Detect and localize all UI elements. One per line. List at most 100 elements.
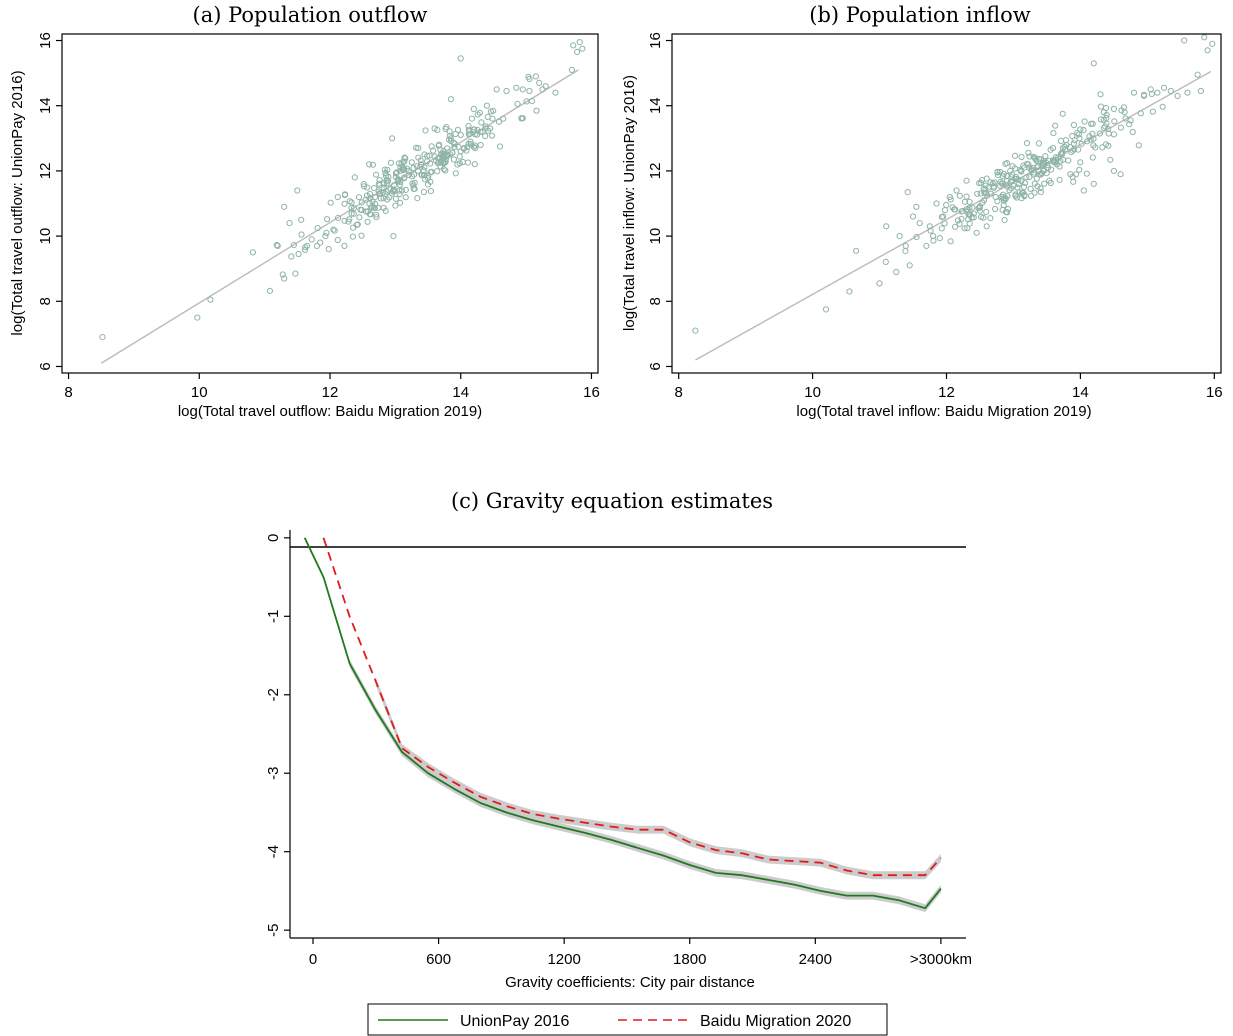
panel-b-frame [671, 33, 1222, 374]
scatter-point [358, 206, 365, 214]
scatter-point [327, 199, 334, 206]
scatter-point [930, 233, 937, 240]
scatter-point [397, 164, 404, 171]
y-tick-label: 6 [37, 362, 54, 370]
scatter-point [943, 201, 950, 209]
scatter-point [362, 208, 369, 215]
scatter-point [1069, 132, 1076, 140]
x-tick-label: 8 [675, 384, 683, 401]
scatter-point [1002, 195, 1009, 202]
y-tick-label: -1 [265, 610, 282, 623]
scatter-point [1015, 180, 1022, 188]
panel-c-x-axis-label: Gravity coefficients: City pair distance [505, 974, 755, 991]
scatter-point [1070, 178, 1077, 185]
scatter-point [1070, 121, 1078, 129]
scatter-point [279, 271, 286, 278]
scatter-point [1011, 152, 1019, 159]
scatter-point [1100, 124, 1107, 132]
scatter-point [1042, 153, 1049, 160]
scatter-point [692, 327, 699, 334]
scatter-point [1003, 208, 1010, 216]
scatter-point [1061, 143, 1068, 150]
scatter-point [420, 188, 428, 196]
scatter-point [954, 217, 962, 224]
y-tick-label: 8 [37, 297, 54, 305]
scatter-point [1084, 138, 1091, 145]
panel-a-frame [61, 33, 599, 374]
scatter-point [489, 115, 496, 122]
scatter-point [1135, 142, 1142, 149]
scatter-point [930, 237, 937, 244]
scatter-point [999, 193, 1006, 200]
scatter-point [427, 169, 434, 176]
scatter-point [396, 190, 403, 198]
scatter-point [1130, 89, 1138, 96]
scatter-point [961, 225, 968, 232]
scatter-point [1018, 153, 1025, 161]
scatter-point [1025, 161, 1032, 168]
scatter-point [1076, 166, 1083, 173]
scatter-point [348, 204, 355, 211]
scatter-point [440, 166, 447, 173]
scatter-point [987, 190, 994, 197]
scatter-point [513, 84, 520, 91]
scatter-point [1023, 140, 1031, 147]
panel-a: (a) Population outflow 8 10 12 14 16 6 8 10 12 1… [9, 3, 600, 420]
x-tick-label: 1800 [673, 951, 706, 968]
panel-c-ci-bands [349, 659, 941, 913]
scatter-point [1117, 124, 1125, 131]
scatter-point [1023, 174, 1030, 181]
scatter-point [902, 248, 909, 255]
scatter-point [959, 207, 966, 215]
x-tick-label: 14 [452, 384, 469, 401]
scatter-point [396, 187, 403, 194]
scatter-point [427, 160, 434, 167]
scatter-point [335, 214, 342, 221]
scatter-point [334, 236, 341, 244]
scatter-point [994, 171, 1002, 179]
scatter-point [1097, 91, 1104, 98]
scatter-point [367, 204, 374, 211]
scatter-point [446, 128, 453, 135]
scatter-point [1059, 149, 1066, 156]
x-tick-label: 10 [804, 384, 821, 401]
scatter-point [974, 190, 981, 197]
scatter-point [207, 296, 214, 303]
scatter-point [474, 111, 481, 118]
scatter-point [1056, 176, 1063, 183]
scatter-point [470, 105, 477, 113]
scatter-point [331, 227, 338, 234]
scatter-point [949, 204, 956, 211]
scatter-point [397, 199, 404, 206]
y-tick-label: -4 [265, 845, 282, 858]
scatter-point [408, 159, 415, 166]
scatter-point [478, 119, 485, 126]
scatter-point [938, 214, 946, 221]
scatter-point [1117, 171, 1124, 178]
scatter-point [367, 195, 374, 202]
scatter-point [472, 145, 479, 152]
scatter-point [1030, 169, 1037, 176]
scatter-point [990, 184, 997, 191]
scatter-point [1047, 146, 1054, 153]
scatter-point [1090, 60, 1097, 67]
scatter-point [956, 220, 963, 227]
scatter-point [456, 160, 463, 167]
scatter-point [1077, 159, 1084, 166]
panel-c: (c) Gravity equation estimates 0 600 1200 1… [265, 489, 972, 1036]
scatter-point [308, 236, 315, 243]
scatter-point [432, 157, 440, 164]
scatter-point [400, 175, 408, 182]
scatter-point [1020, 183, 1028, 190]
scatter-point [552, 89, 559, 96]
scatter-point [377, 195, 384, 202]
scatter-point [1011, 165, 1019, 172]
scatter-point [519, 86, 526, 93]
scatter-point [355, 194, 363, 201]
scatter-point [452, 170, 459, 177]
scatter-point [1049, 157, 1057, 164]
scatter-point [450, 139, 457, 146]
scatter-point [958, 215, 965, 222]
scatter-point [532, 73, 540, 80]
scatter-point [373, 171, 380, 178]
